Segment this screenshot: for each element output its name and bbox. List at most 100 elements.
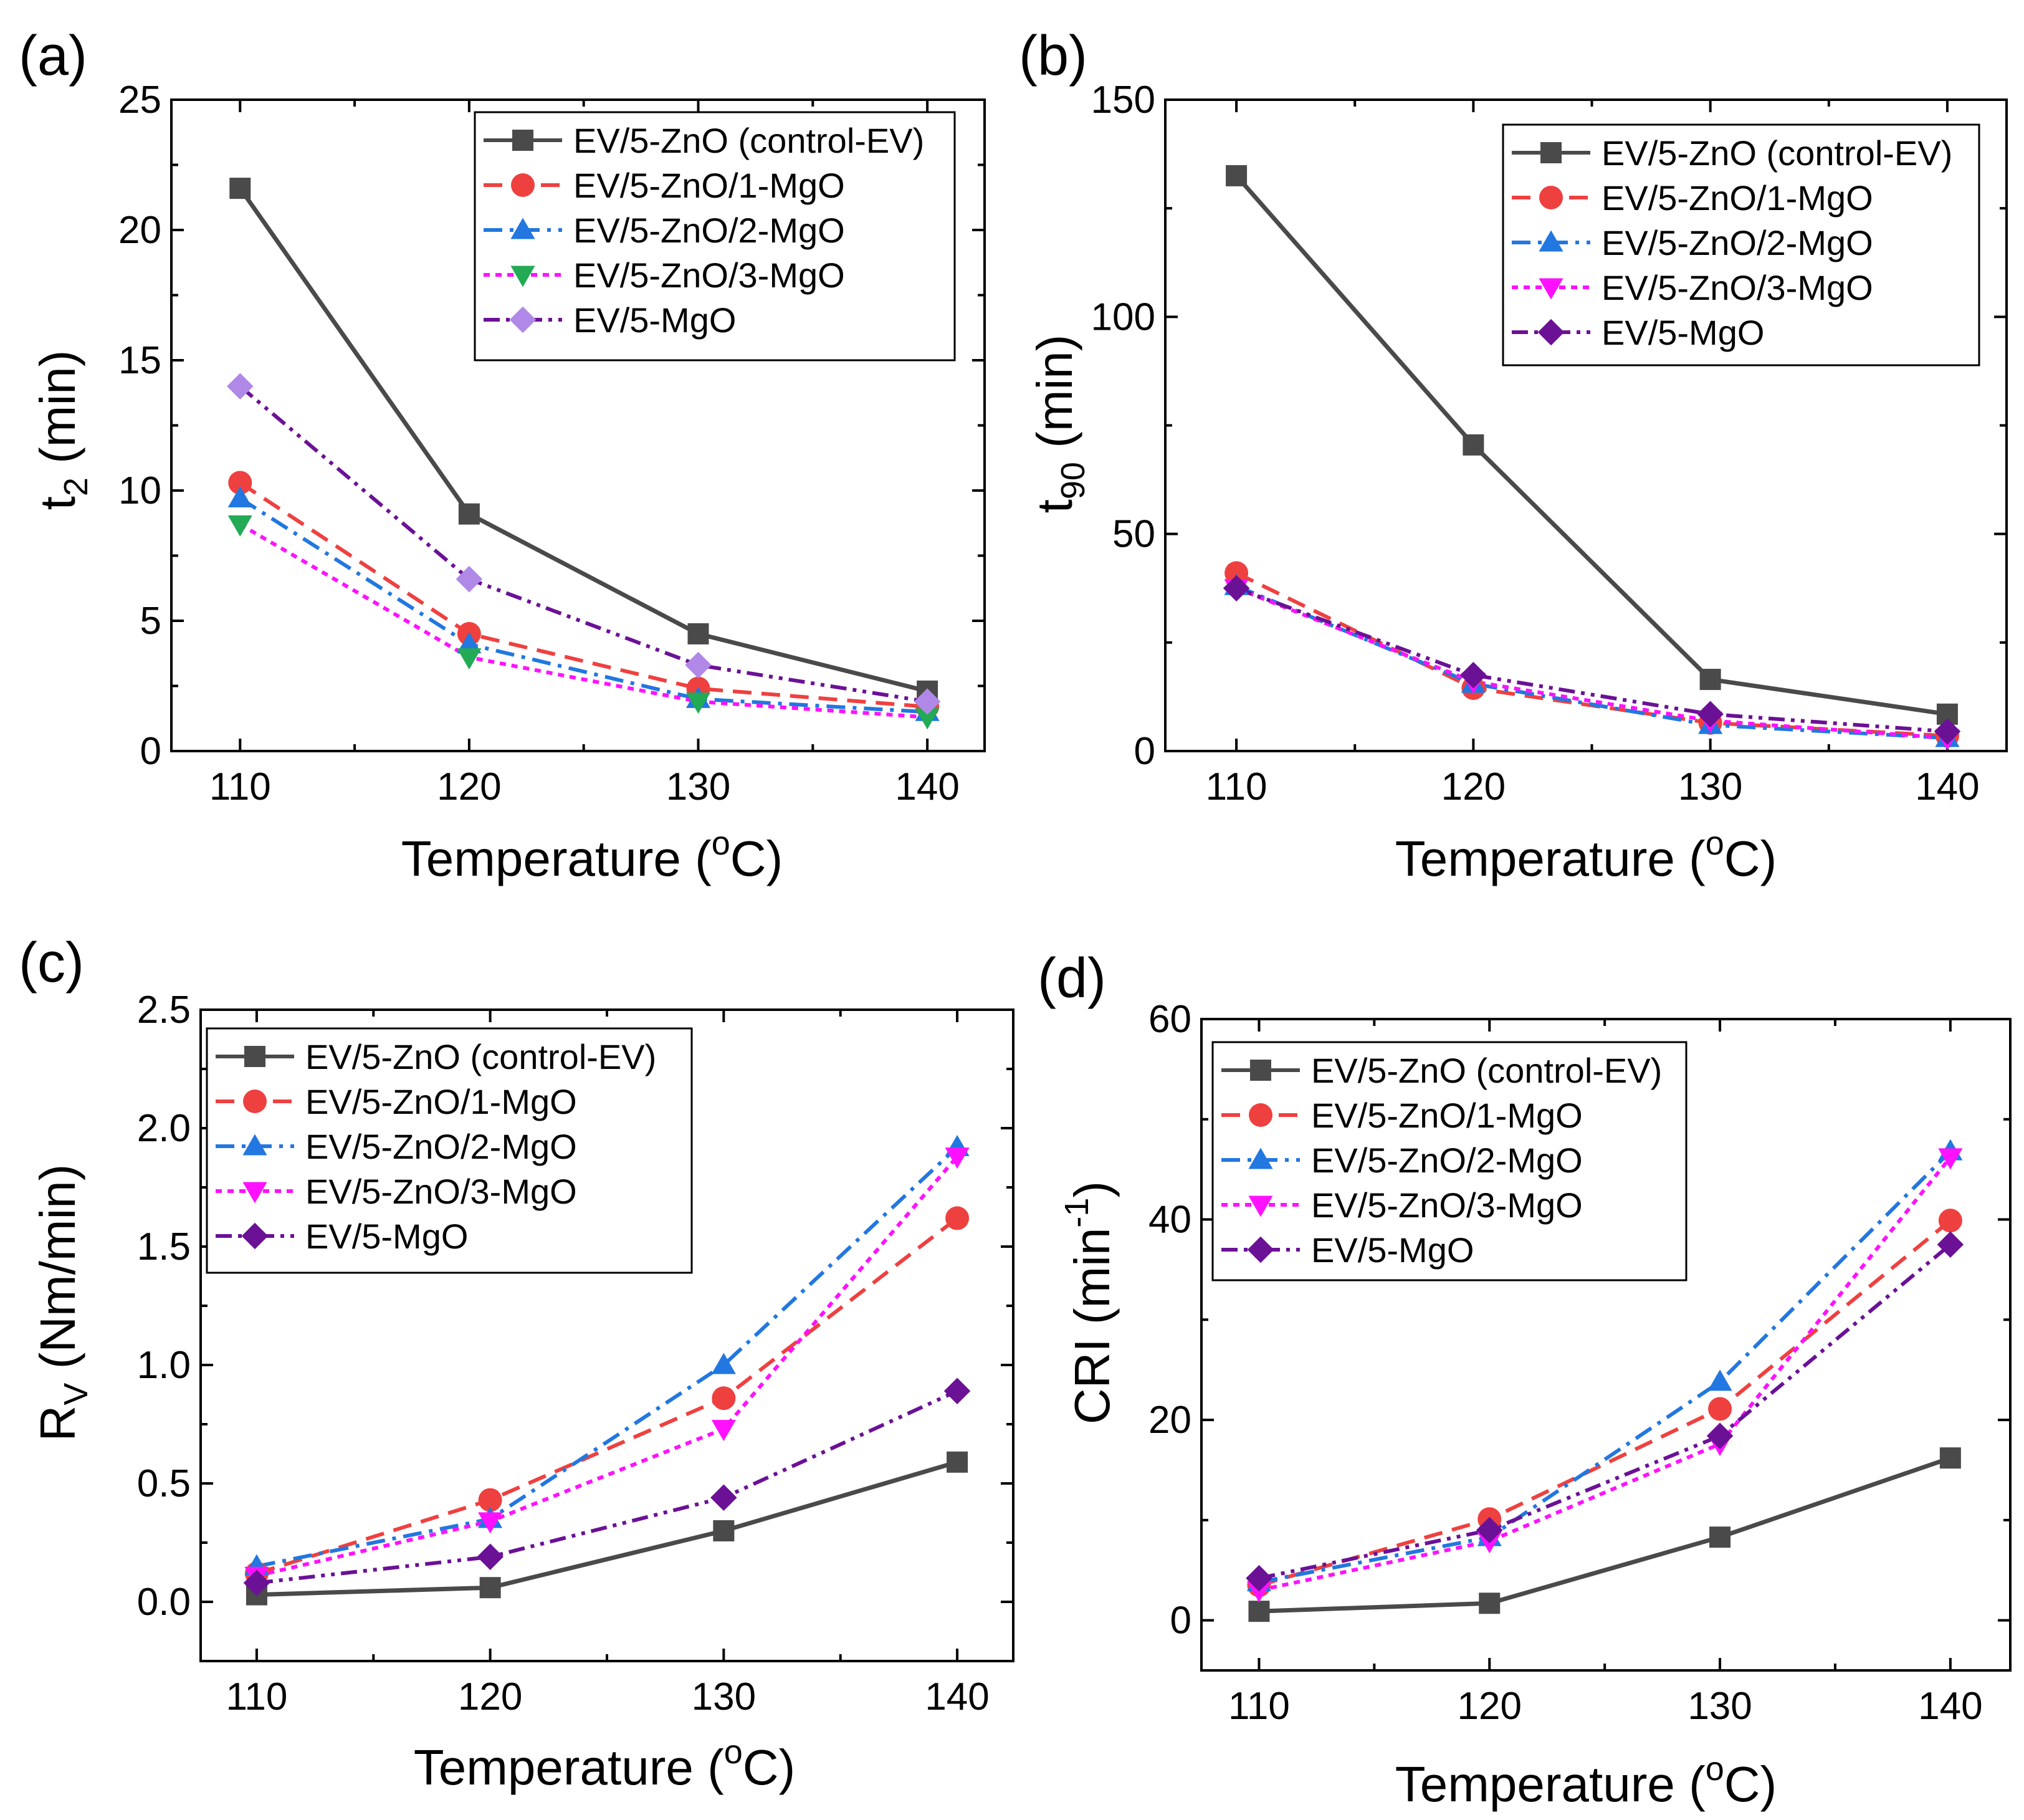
legend-label-4: EV/5-ZnO/3-MgO <box>1602 268 1873 307</box>
x-tick-label: 130 <box>666 765 730 808</box>
legend-marker-2 <box>1249 1103 1272 1127</box>
x-tick-label: 140 <box>1915 765 1979 808</box>
data-point-series-1 <box>479 1577 501 1599</box>
data-point-series-4 <box>945 1147 970 1169</box>
legend-marker-1 <box>1250 1060 1271 1081</box>
data-point-series-2 <box>1938 1209 1962 1233</box>
data-point-series-5 <box>1223 575 1250 601</box>
legend-label-1: EV/5-ZnO (control-EV) <box>1311 1051 1662 1090</box>
data-point-series-4 <box>227 515 252 537</box>
data-point-series-2 <box>1708 1397 1732 1421</box>
data-point-series-3 <box>1707 1369 1732 1391</box>
series-line-3 <box>256 1146 959 1568</box>
y-tick-label: 20 <box>1148 1399 1191 1442</box>
y-tick-label: 0 <box>1134 730 1155 773</box>
series-line-3 <box>1258 1150 1952 1584</box>
legend-marker-5 <box>241 1222 269 1250</box>
legend-label-5: EV/5-MgO <box>1311 1230 1474 1270</box>
data-point-series-2 <box>228 471 252 495</box>
legend-marker-5 <box>1537 318 1565 346</box>
data-point-series-4 <box>1246 1581 1272 1602</box>
legend-label-3: EV/5-ZnO/2-MgO <box>573 211 845 250</box>
series-line-4 <box>256 1155 959 1578</box>
legend-marker-2 <box>243 1090 267 1113</box>
data-point-series-1 <box>687 623 709 644</box>
legend-label-4: EV/5-ZnO/3-MgO <box>305 1172 577 1211</box>
legend-marker-4 <box>510 266 535 287</box>
data-point-series-4 <box>915 708 940 730</box>
data-point-series-5 <box>1934 718 1961 745</box>
x-tick-label: 120 <box>1441 765 1506 808</box>
series-line-4 <box>239 522 928 719</box>
plot-area-a: 110 120 130 140 0 5 10 15 20 25 EV/5-ZnO (control-… <box>118 79 986 808</box>
data-point-series-1 <box>458 503 480 525</box>
y-tick-label: 15 <box>118 339 161 382</box>
y-tick-label: 150 <box>1091 79 1155 122</box>
y-tick-label: 5 <box>140 600 161 643</box>
legend-box <box>1502 123 1980 366</box>
data-point-series-5 <box>1697 701 1724 728</box>
data-point-series-5 <box>1476 1516 1503 1544</box>
data-point-series-1 <box>713 1520 735 1541</box>
data-point-series-1 <box>947 1451 968 1473</box>
plot-area-d: 110 120 130 140 0 20 40 60 EV/5-ZnO (control-EV)… <box>1148 998 2012 1728</box>
data-point-series-4 <box>711 1420 736 1442</box>
series-line-5 <box>1258 1243 1952 1581</box>
x-tick-label: 120 <box>437 765 501 808</box>
data-point-series-1 <box>1463 434 1484 456</box>
y-tick-label: 40 <box>1148 1199 1191 1242</box>
series-line-5 <box>1236 586 1948 734</box>
data-point-series-1 <box>229 178 251 199</box>
y-tick-label: 100 <box>1091 295 1155 338</box>
legend-marker-1 <box>244 1046 265 1067</box>
data-point-series-1 <box>1226 165 1248 186</box>
panel-label-c: (c) <box>19 932 84 994</box>
data-point-series-5 <box>943 1377 971 1405</box>
legend-box <box>1211 1041 1687 1281</box>
y-tick-label: 2.0 <box>137 1107 191 1150</box>
legend-label-2: EV/5-ZnO/1-MgO <box>573 166 845 205</box>
y-tick-label: 50 <box>1112 513 1155 556</box>
series-line-1 <box>1234 174 1948 717</box>
data-point-series-5 <box>227 373 254 400</box>
data-point-series-5 <box>1706 1422 1734 1450</box>
data-point-series-2 <box>1224 561 1249 585</box>
series-line-2 <box>1258 1219 1952 1588</box>
y-tick-label: 1.0 <box>137 1344 191 1387</box>
legend-label-1: EV/5-ZnO (control-EV) <box>573 121 924 160</box>
series-line-4 <box>1235 586 1948 740</box>
legend-marker-4 <box>242 1182 267 1204</box>
legend-marker-4 <box>1248 1195 1273 1217</box>
series-line-5 <box>256 1389 958 1585</box>
y-tick-label: 20 <box>118 209 161 252</box>
panel-label-d: (d) <box>1038 947 1106 1010</box>
legend-box <box>206 1027 693 1274</box>
data-point-series-4 <box>685 692 711 714</box>
plot-area-b: 110 120 130 140 0 50 100 150 EV/5-ZnO (control-E… <box>1091 79 2008 808</box>
legend-label-5: EV/5-MgO <box>305 1217 468 1256</box>
panel-d: (d) 110 120 130 140 0 20 40 60 EV/5-ZnO (control… <box>1038 947 2012 1812</box>
legend-marker-2 <box>1539 186 1563 209</box>
data-point-series-2 <box>945 1206 970 1230</box>
data-point-series-5 <box>1246 1564 1272 1592</box>
legend-label-2: EV/5-ZnO/1-MgO <box>1311 1096 1583 1135</box>
data-point-series-1 <box>1699 669 1721 691</box>
data-point-series-4 <box>478 1512 503 1534</box>
x-axis-title-c: Temperature (oC) <box>414 1733 795 1795</box>
legend-label-3: EV/5-ZnO/2-MgO <box>1602 223 1873 262</box>
legend-marker-3 <box>242 1134 267 1156</box>
data-point-series-3 <box>227 486 252 507</box>
y-axis-title-c: RV (Nm/min) <box>30 1164 95 1442</box>
legend-marker-1 <box>1540 142 1562 163</box>
legend-marker-5 <box>1247 1236 1274 1263</box>
x-tick-label: 130 <box>1678 765 1742 808</box>
legend-label-4: EV/5-ZnO/3-MgO <box>1311 1185 1583 1225</box>
data-point-series-2 <box>712 1386 736 1410</box>
data-point-series-5 <box>914 688 941 715</box>
data-point-series-4 <box>457 648 482 670</box>
data-point-series-5 <box>477 1543 504 1571</box>
data-point-series-1 <box>1709 1526 1731 1548</box>
legend-label-5: EV/5-MgO <box>573 300 736 340</box>
data-point-series-5 <box>1460 661 1487 689</box>
y-tick-label: 60 <box>1148 998 1191 1041</box>
